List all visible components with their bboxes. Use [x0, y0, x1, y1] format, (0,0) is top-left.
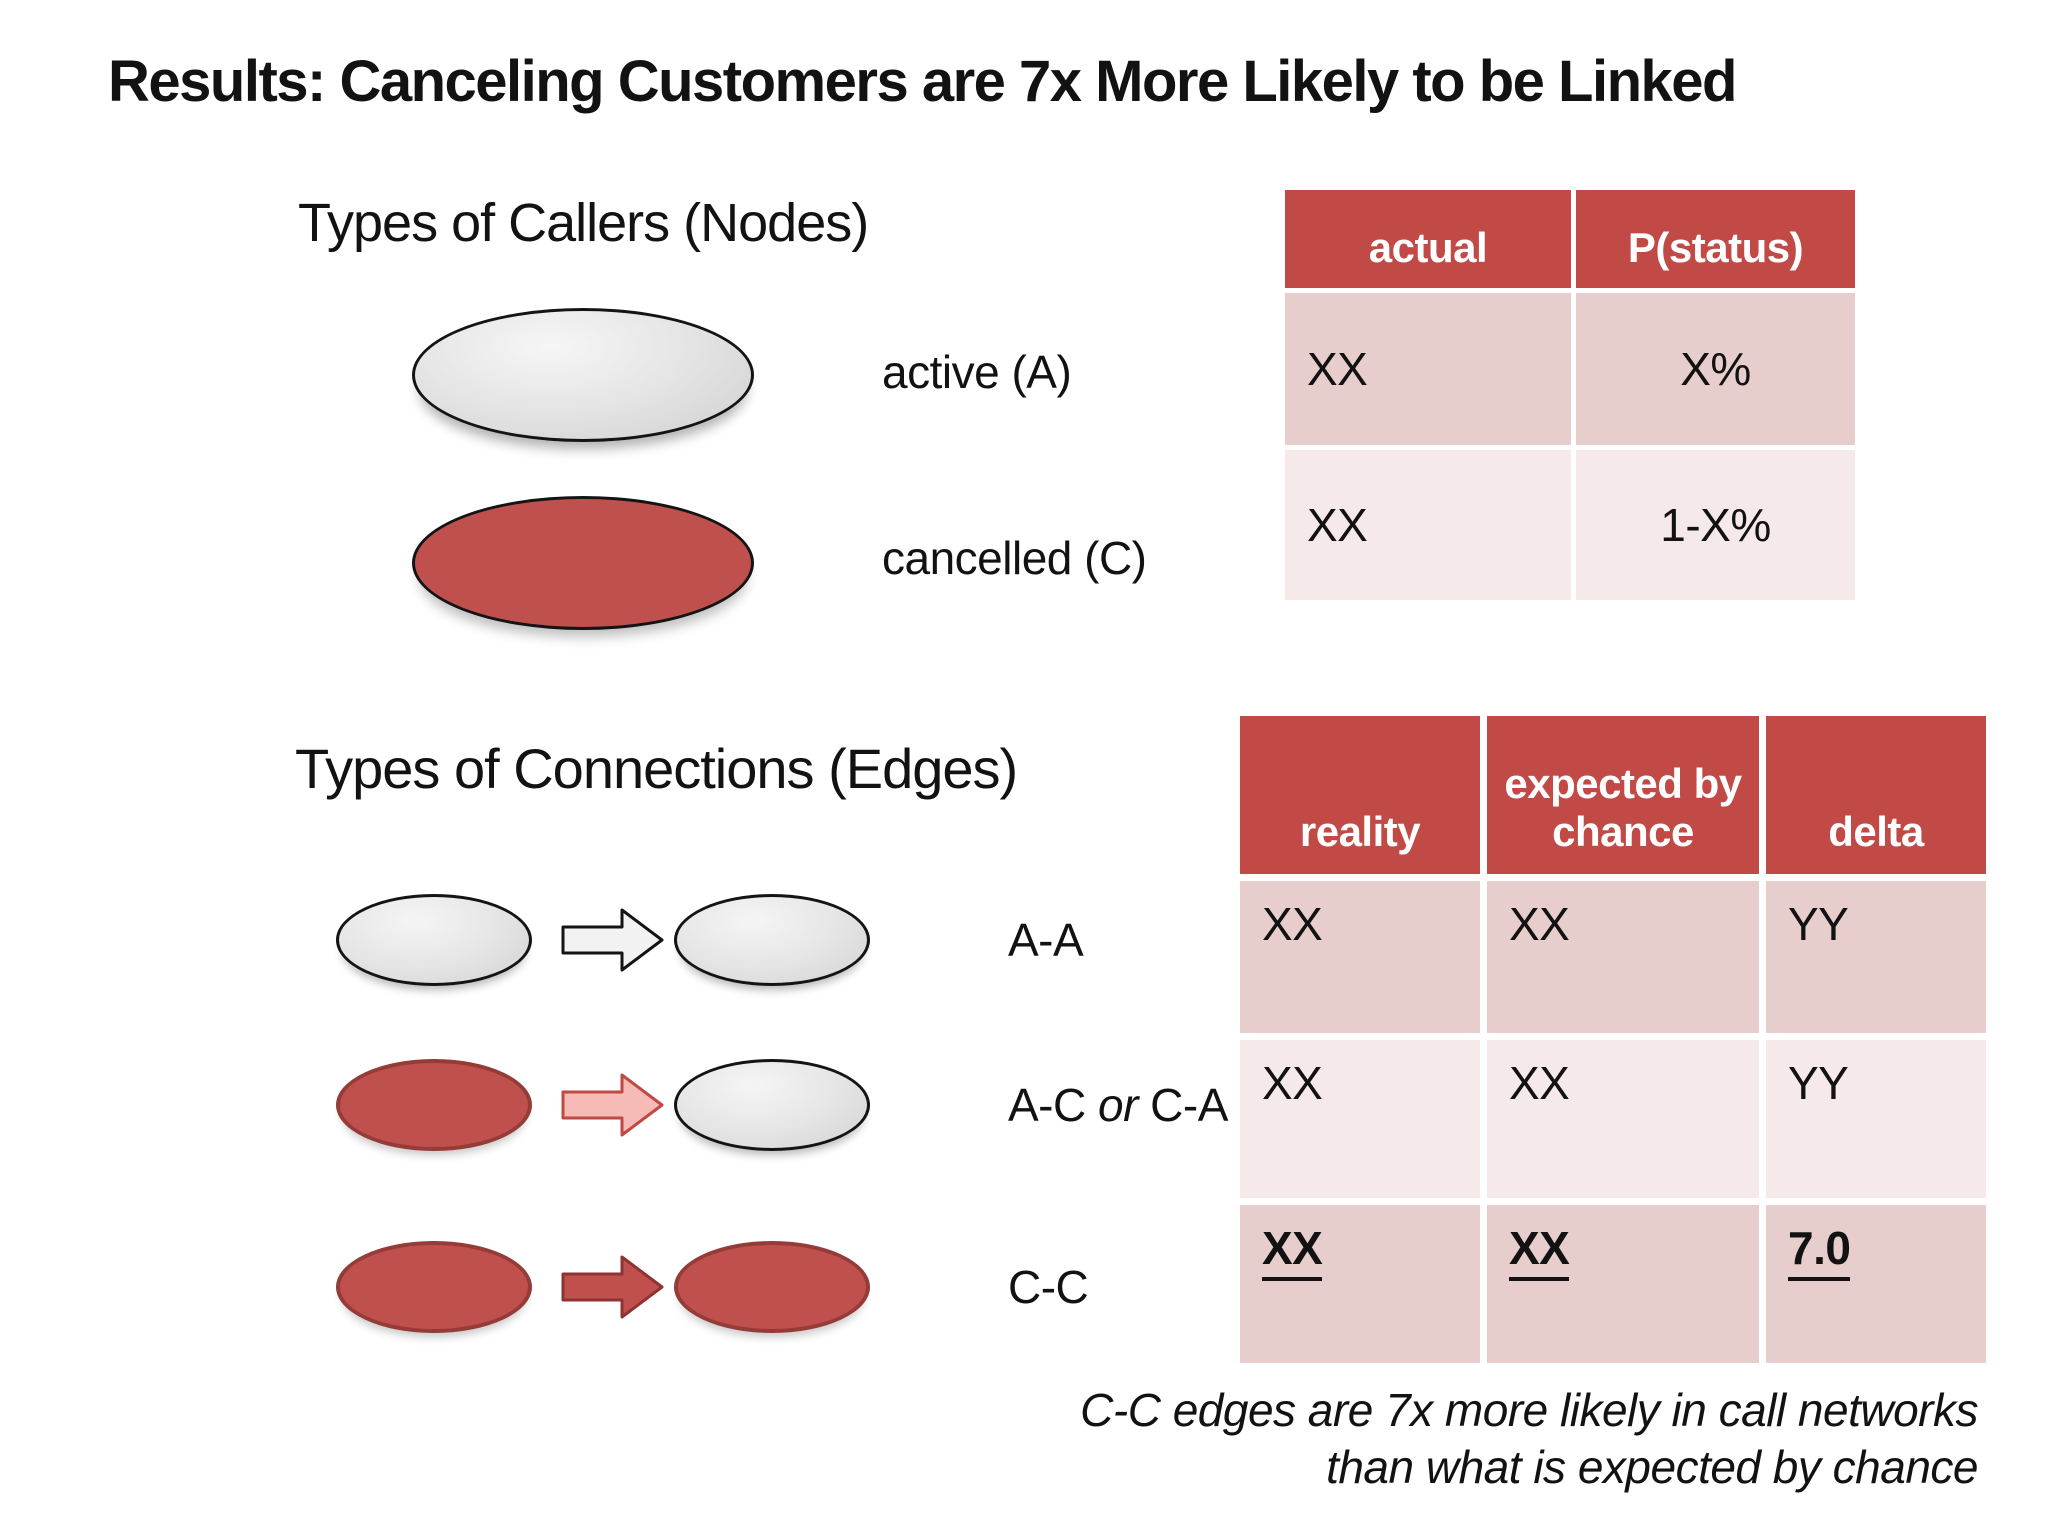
- edge-label-text: A-A: [1008, 914, 1084, 966]
- edge-label-cc: C-C: [1008, 1241, 1089, 1333]
- edges-table-cell: XX: [1487, 1040, 1759, 1198]
- edges-table-header-expected: expected by chance: [1487, 716, 1759, 874]
- status-table-header-pstatus: P(status): [1576, 190, 1855, 288]
- edges-table-header-delta: delta: [1766, 716, 1986, 874]
- arrow-right-red-icon: [561, 1255, 664, 1319]
- edge-row-ac: [336, 1059, 870, 1151]
- edge-node-active: [674, 894, 870, 986]
- node-label-active: active (A): [882, 346, 1072, 398]
- caption: C-C edges are 7x more likely in call net…: [860, 1382, 1978, 1496]
- arrow-right-gray-icon: [561, 908, 664, 972]
- slide-title: Results: Canceling Customers are 7x More…: [108, 49, 1737, 114]
- status-table-cell: XX: [1285, 450, 1571, 600]
- edge-node-active: [336, 894, 532, 986]
- section-heading-connections: Types of Connections (Edges): [295, 737, 1018, 800]
- edge-row-aa: [336, 894, 870, 986]
- edges-table-cell-highlight: XX: [1240, 1205, 1480, 1363]
- status-table-cell: X%: [1576, 293, 1855, 445]
- status-table-cell: XX: [1285, 293, 1571, 445]
- arrow-right-pink-icon: [561, 1073, 664, 1137]
- caption-line-1: C-C edges are 7x more likely in call net…: [1080, 1384, 1978, 1436]
- node-ellipse-cancelled: [412, 496, 754, 630]
- edge-node-cancelled: [336, 1241, 532, 1333]
- edges-table: reality expected by chance delta XX XX Y…: [1240, 716, 1986, 1363]
- node-label-cancelled: cancelled (C): [882, 532, 1147, 584]
- edges-table-cell: XX: [1240, 881, 1480, 1033]
- edges-table-cell: YY: [1766, 881, 1986, 1033]
- underlined-value: XX: [1262, 1222, 1323, 1281]
- edges-table-cell-highlight: 7.0: [1766, 1205, 1986, 1363]
- edge-label-text: C-C: [1008, 1261, 1089, 1313]
- edge-node-cancelled: [674, 1241, 870, 1333]
- edge-label-text: C-A: [1137, 1079, 1228, 1131]
- status-table: actual P(status) XX X% XX 1-X%: [1285, 190, 1855, 600]
- edges-table-cell-highlight: XX: [1487, 1205, 1759, 1363]
- edge-row-cc: [336, 1241, 870, 1333]
- underlined-value: 7.0: [1788, 1222, 1851, 1281]
- status-table-header-actual: actual: [1285, 190, 1571, 288]
- edge-node-active: [674, 1059, 870, 1151]
- node-ellipse-active: [412, 308, 754, 442]
- edges-table-cell: YY: [1766, 1040, 1986, 1198]
- edge-node-cancelled: [336, 1059, 532, 1151]
- edges-table-header-reality: reality: [1240, 716, 1480, 874]
- edge-label-aa: A-A: [1008, 894, 1084, 986]
- edges-table-cell: XX: [1240, 1040, 1480, 1198]
- edge-label-italic: or: [1098, 1079, 1138, 1131]
- edges-table-cell: XX: [1487, 881, 1759, 1033]
- underlined-value: XX: [1509, 1222, 1570, 1281]
- caption-line-2: than what is expected by chance: [1326, 1441, 1978, 1493]
- section-heading-callers: Types of Callers (Nodes): [298, 193, 869, 253]
- edge-label-ac: A-C or C-A: [1008, 1059, 1228, 1151]
- edge-label-text: A-C: [1008, 1079, 1098, 1131]
- status-table-cell: 1-X%: [1576, 450, 1855, 600]
